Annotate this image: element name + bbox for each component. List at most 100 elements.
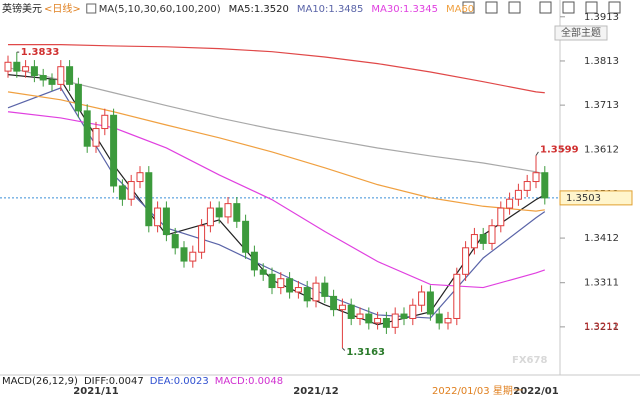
candle-body (382, 317, 390, 328)
tool-icon[interactable] (585, 1, 598, 14)
macd-legend: MACD:0.0048 (215, 376, 283, 387)
candle-body (198, 225, 206, 253)
candle-body (365, 313, 373, 324)
theme-button-label[interactable]: 全部主题 (561, 26, 601, 39)
candle-body (154, 207, 162, 227)
price-tag (559, 190, 633, 206)
crosshair-date: 2022/01/03 星期一 (432, 385, 523, 397)
candle-body (39, 75, 47, 81)
candle-body (110, 114, 118, 187)
toolbar: 全部主题 (462, 1, 621, 41)
legend-text: MA10:1.3485 (297, 4, 364, 15)
macd-legend: DEA:0.0023 (150, 376, 209, 387)
candle-body (136, 172, 144, 183)
tool-icon[interactable] (539, 1, 552, 14)
candle-body (479, 234, 487, 244)
candle-body (506, 198, 514, 209)
y-tick-label: 1.3612 (584, 145, 619, 156)
candle-body (497, 207, 505, 227)
x-tick-label: 2021/11 (73, 386, 118, 397)
candle-body (171, 234, 179, 249)
watermark: FX678 (512, 355, 547, 366)
candle-body (83, 110, 91, 147)
y-tick-label: 1.3813 (584, 56, 619, 67)
candle-body (374, 317, 382, 324)
candle-body (462, 247, 470, 275)
candle-body (488, 225, 496, 244)
ma-line (8, 44, 545, 94)
tool-icon[interactable] (562, 1, 575, 14)
candle-body (233, 203, 241, 222)
y-tick-label: 1.3913 (584, 12, 619, 23)
candle-body (162, 207, 170, 236)
candle-body (330, 295, 338, 311)
legend-text: MA60 (446, 4, 474, 15)
candle-body (180, 247, 188, 262)
legend-text: MA30:1.3345 (371, 4, 438, 15)
candle-body (66, 66, 74, 85)
legend-text: <日线> (44, 2, 81, 15)
theme-button[interactable] (554, 25, 608, 41)
candle-body (250, 251, 258, 271)
y-tick-label: 1.3713 (584, 100, 619, 111)
candle-body (127, 181, 135, 200)
legend-text: 英镑美元 (2, 2, 42, 15)
y-tick-label: 1.3211 (584, 322, 619, 333)
legend-text: MA5:1.3520 (229, 4, 289, 15)
candle-body (356, 313, 364, 319)
tool-icon[interactable] (608, 1, 621, 14)
candle-body (347, 304, 355, 319)
candle-body (400, 313, 408, 319)
candle-body (118, 185, 126, 200)
candle-body (92, 128, 100, 147)
x-tick-label: 2022/01 (513, 386, 558, 397)
tool-icon[interactable] (485, 1, 498, 14)
candle-body (532, 172, 540, 183)
candle-body (338, 304, 346, 311)
candle-body (74, 83, 82, 112)
candle-body (435, 313, 443, 324)
macd-legend: MACD(26,12,9) (2, 376, 78, 387)
extreme-label: 1.3163 (346, 347, 385, 358)
candle-body (426, 291, 434, 315)
price-tag-label: 1.3503 (566, 193, 601, 204)
candle-body (312, 282, 320, 302)
candle-body (189, 251, 197, 262)
candle-body (30, 66, 38, 77)
candle-body (13, 61, 21, 72)
y-tick-label: 1.3412 (584, 233, 619, 244)
x-tick-label: 2021/12 (293, 386, 338, 397)
candle-body (48, 79, 56, 85)
tool-icon[interactable] (462, 1, 475, 14)
marker-leader (535, 151, 539, 156)
candle-body (409, 304, 417, 319)
candle-body (22, 66, 30, 72)
candle-body (303, 287, 311, 302)
legend-text: MA(5,10,30,60,100,200) (99, 4, 221, 15)
candle-body (321, 282, 329, 297)
candle-body (523, 181, 531, 191)
candle-body (57, 66, 65, 85)
candle-body (444, 317, 452, 324)
candle-body (277, 278, 285, 289)
candle-body (259, 269, 267, 275)
candle-body (215, 207, 223, 218)
tool-icon[interactable] (508, 1, 521, 14)
macd-legend: DIFF:0.0047 (84, 376, 144, 387)
candle-body (418, 291, 426, 306)
candle-body (470, 234, 478, 249)
y-tick-label: 1.3311 (584, 278, 619, 289)
ma-line (7, 66, 545, 175)
candle-body (453, 273, 461, 319)
candle-body (224, 203, 232, 218)
candle-body (206, 207, 214, 227)
candle-body (514, 189, 522, 200)
legend-icon (86, 3, 97, 14)
candle-body (101, 114, 109, 130)
marked-price: 1.3212 (584, 321, 619, 332)
candle-body (242, 220, 250, 253)
candle-body (268, 273, 276, 289)
candle-body (145, 172, 153, 227)
marker-leader (342, 347, 346, 351)
